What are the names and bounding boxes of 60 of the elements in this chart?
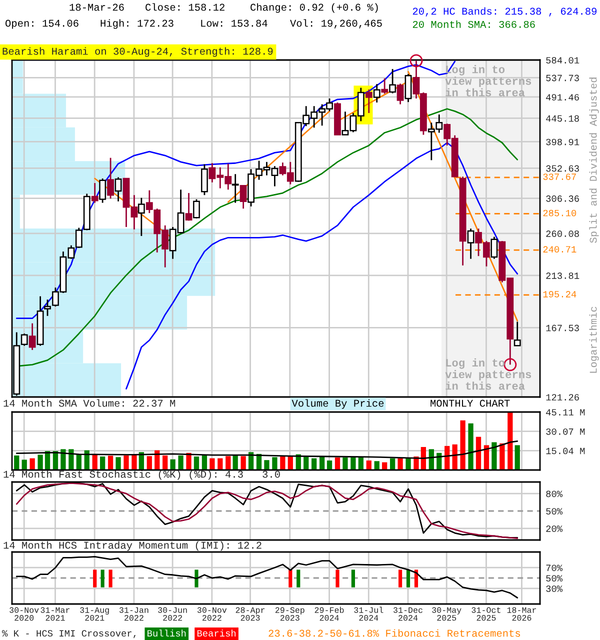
text: Split and Dividend Adjusted xyxy=(589,78,599,243)
y-tick-label: 30% xyxy=(546,586,563,592)
y-tick-label: 537.73 xyxy=(546,74,579,82)
y-tick-label: 445.18 xyxy=(546,115,579,122)
ref-line-label: 195.24 xyxy=(543,291,576,298)
chart-subtitle: Bearish Harami on 30-Aug-24, Strength: 128.9 xyxy=(2,47,273,57)
y-tick-label: 20% xyxy=(546,526,563,532)
x-tick-label: 31-Aug 2021 xyxy=(80,607,109,621)
y-tick-label: 352.63 xyxy=(546,165,579,172)
x-tick-label: 30-Nov 2022 xyxy=(197,607,227,621)
ref-line-label: 240.71 xyxy=(543,246,576,253)
x-tick-label: 30-May 2025 xyxy=(432,607,462,621)
text: 20,2 HC Bands: 215.38 , 624.89 xyxy=(412,7,597,16)
chart-title: 14 Month HCS Intraday Momentum (IMI): 12.2 xyxy=(4,541,262,551)
y-tick-label: 30.07 M xyxy=(546,428,585,435)
y-tick-label: 15.04 M xyxy=(546,448,585,454)
x-tick-label: 29-Sep 2023 xyxy=(275,607,304,621)
y-tick-label: 306.36 xyxy=(546,195,579,202)
text: Volume By Price xyxy=(292,399,384,409)
x-tick-label: 29-Feb 2024 xyxy=(314,606,344,621)
x-tick-label: 30-Nov 2020 xyxy=(10,607,39,621)
text: Vol: 19,260,465 xyxy=(290,19,382,28)
text: Change: 0.92 (+0.6 %) xyxy=(250,3,378,13)
y-tick-label: 260.08 xyxy=(546,230,579,237)
x-tick-label: 31-Oct 2025 xyxy=(472,607,500,621)
text: MONTHLY CHART xyxy=(430,400,510,407)
text: 20 Month SMA: 366.86 xyxy=(412,20,535,28)
x-tick-label: 31-Jan 2022 xyxy=(119,607,148,621)
y-tick-label: 45.11 M xyxy=(546,409,585,416)
ref-line-label: 285.10 xyxy=(543,210,576,216)
x-tick-label: 18-Mar 2026 xyxy=(507,607,536,621)
text: Log in to view patterns in this area xyxy=(445,358,532,390)
text: Bearish xyxy=(197,630,236,637)
y-tick-label: 167.53 xyxy=(546,324,579,332)
ref-line-label: 337.67 xyxy=(543,174,576,180)
text: 18-Mar-26 xyxy=(70,4,124,11)
y-tick-label: 70% xyxy=(546,564,563,572)
x-tick-label: 30-Jun 2022 xyxy=(158,607,187,621)
y-tick-label: 80% xyxy=(546,490,563,498)
text: 23.6-38.2-50-61.8% Fibonacci Retracements xyxy=(268,629,520,637)
y-tick-label: 121.26 xyxy=(546,394,579,401)
y-tick-label: 50% xyxy=(546,508,563,515)
legend-title: % K - HCS IMI Crossover, xyxy=(2,630,136,638)
text: Close: 158.12 xyxy=(146,3,224,11)
x-tick-label: 31-Dec 2024 xyxy=(394,607,422,621)
y-tick-label: 398.91 xyxy=(546,138,580,146)
x-tick-label: 28-Apr 2023 xyxy=(236,607,265,621)
chart-title: 14 Month Fast Stochastic (%K) (%D): 4.3 3.0 xyxy=(4,470,280,480)
chart-title: 14 Month SMA Volume: 22.37 M xyxy=(4,399,176,407)
text: Bullish xyxy=(148,630,186,637)
y-tick-label: 213.81 xyxy=(546,272,580,279)
y-tick-label: 50% xyxy=(546,575,563,582)
x-tick-label: 31-Jul 2024 xyxy=(354,606,384,621)
y-tick-label: 584.01 xyxy=(546,57,580,64)
y-tick-label: 491.46 xyxy=(546,94,579,101)
x-tick-label: 31-Mar 2021 xyxy=(40,607,70,621)
text: Logarithmic xyxy=(589,306,599,373)
text: High: 172.23 xyxy=(100,19,174,29)
text: Open: 154.06 xyxy=(6,20,78,29)
text: Low: 153.84 xyxy=(201,20,268,27)
